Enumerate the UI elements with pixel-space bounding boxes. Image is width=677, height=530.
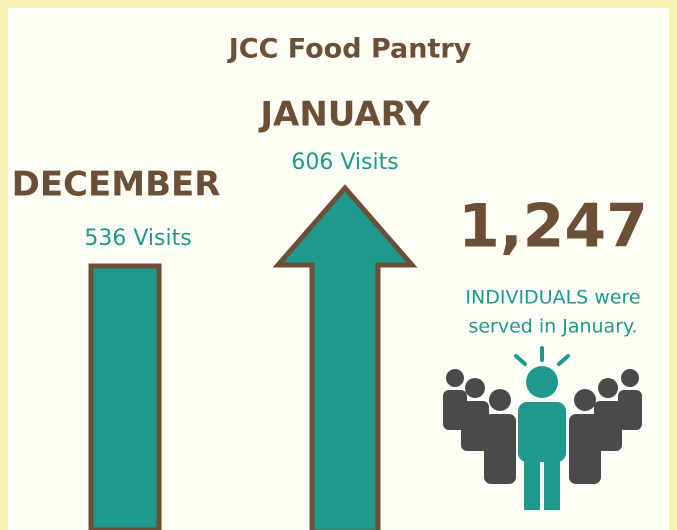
december-visits: 536 Visits <box>84 226 191 251</box>
january-visits: 606 Visits <box>291 150 398 175</box>
individuals-count: 1,247 <box>458 192 648 262</box>
people-icon <box>443 346 642 510</box>
december-bar <box>88 263 162 530</box>
january-arrow <box>272 184 418 530</box>
individuals-text: INDIVIDUALS were <box>465 287 640 309</box>
december-label: DECEMBER <box>12 165 221 205</box>
january-label: JANUARY <box>258 95 430 135</box>
title: JCC Food Pantry <box>227 34 472 65</box>
individuals-text: served in January. <box>468 316 637 338</box>
